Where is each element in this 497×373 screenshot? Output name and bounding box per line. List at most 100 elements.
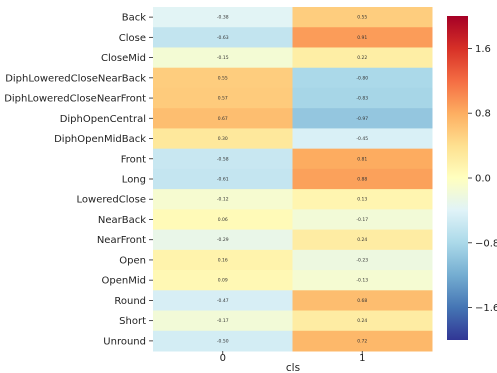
colorbar-tick-label: −0.8 xyxy=(475,238,497,249)
y-tick-label: DiphLoweredCloseNearBack xyxy=(5,73,146,84)
heatmap-cell xyxy=(292,209,433,231)
heatmap-cell xyxy=(153,87,293,109)
y-tick-label: Short xyxy=(119,316,146,327)
y-tick-label: Back xyxy=(122,13,146,24)
heatmap-cell xyxy=(153,108,293,129)
y-tick-label: DiphOpenMidBack xyxy=(54,134,146,145)
heatmap-cell xyxy=(153,27,293,48)
heatmap-cell xyxy=(153,67,293,89)
heatmap-cell xyxy=(153,189,293,210)
cell-value-label: -0.58 xyxy=(217,156,229,162)
heatmap-cell xyxy=(153,229,293,251)
y-tick-label: NearFront xyxy=(97,235,146,246)
y-tick-label: DiphLoweredCloseNearFront xyxy=(4,94,146,105)
y-tick-label: Long xyxy=(122,175,146,186)
cell-value-label: 0.06 xyxy=(218,217,228,223)
heatmap-cell xyxy=(153,168,293,190)
cell-value-label: 0.09 xyxy=(218,278,228,284)
cell-value-label: 0.81 xyxy=(357,156,367,162)
colorbar-tick-label: 1.6 xyxy=(475,44,491,55)
heatmap-cell xyxy=(292,67,433,89)
heatmap-cell xyxy=(153,47,293,69)
cell-value-label: -0.17 xyxy=(217,318,229,324)
cell-value-label: 0.57 xyxy=(218,96,228,102)
y-tick-label: Round xyxy=(114,296,146,307)
cell-value-label: -0.13 xyxy=(356,278,368,284)
heatmap-cell xyxy=(292,108,433,129)
heatmap-cell xyxy=(153,270,293,291)
heatmap-cell xyxy=(292,87,433,109)
y-axis: Back Close CloseMid DiphLoweredCloseNearBac… xyxy=(4,13,153,347)
heatmap-cell xyxy=(292,47,433,69)
cell-value-label: -0.17 xyxy=(356,217,368,223)
heatmap-cell xyxy=(153,209,293,231)
cell-value-label: -0.80 xyxy=(356,75,368,81)
heatmap-cell xyxy=(292,7,433,28)
heatmap-cell xyxy=(153,249,293,271)
cell-value-label: -0.63 xyxy=(217,35,229,41)
heatmap-cell xyxy=(153,128,293,150)
cell-value-label: -0.12 xyxy=(217,197,229,203)
cell-value-label: 0.88 xyxy=(357,177,367,183)
heatmap-cell xyxy=(292,148,433,170)
cell-value-label: 0.72 xyxy=(357,338,367,344)
cell-value-labels: -0.38 0.55 -0.63 0.91 -0.15 0.22 0.55 -0.80 0.57… xyxy=(217,15,368,345)
heatmap-cell xyxy=(153,330,293,352)
cell-value-label: 0.67 xyxy=(218,116,228,122)
cell-value-label: 0.22 xyxy=(357,55,367,61)
cell-value-label: 0.68 xyxy=(357,298,367,304)
colorbar-tick-label: 0.8 xyxy=(475,109,491,120)
cell-value-label: 0.55 xyxy=(357,15,367,21)
heatmap-cell xyxy=(153,148,293,170)
colorbar xyxy=(447,16,468,340)
x-tick-label: 1 xyxy=(359,353,365,364)
cell-value-label: 0.13 xyxy=(357,197,367,203)
x-axis-label: cls xyxy=(286,362,300,373)
cell-value-label: 0.16 xyxy=(218,257,228,263)
cell-value-label: -0.97 xyxy=(356,116,368,122)
cell-value-label: -0.29 xyxy=(217,237,229,243)
y-tick-label: NearBack xyxy=(98,215,146,226)
heatmap-cell xyxy=(292,168,433,190)
y-tick-label: Close xyxy=(119,33,146,44)
y-tick-label: Front xyxy=(121,154,146,165)
colorbar-tick-label: 0.0 xyxy=(475,174,491,185)
cell-value-label: 0.24 xyxy=(357,318,367,324)
heatmap-cell xyxy=(292,27,433,48)
x-tick-label: 0 xyxy=(220,353,226,364)
cell-value-label: -0.23 xyxy=(356,257,368,263)
colorbar-ticks: 1.6 0.8 0.0 −0.8 −1.6 xyxy=(468,44,497,314)
y-tick-label: Unround xyxy=(103,336,146,347)
heatmap-cell xyxy=(153,310,293,332)
y-tick-label: DiphOpenCentral xyxy=(60,114,146,125)
cell-value-label: -0.38 xyxy=(217,15,229,21)
y-tick-label: CloseMid xyxy=(101,53,146,64)
heatmap-cell xyxy=(153,7,293,28)
heatmap-cell xyxy=(292,330,433,352)
y-tick-label: Open xyxy=(119,255,146,266)
cell-value-label: 0.91 xyxy=(357,35,367,41)
cell-value-label: -0.45 xyxy=(356,136,368,142)
heatmap-cell xyxy=(292,310,433,332)
heatmap-cell xyxy=(292,229,433,251)
y-tick-label: LoweredClose xyxy=(77,195,146,206)
heatmap-cell xyxy=(292,128,433,150)
cell-value-label: -0.61 xyxy=(217,177,229,183)
heatmap-cell xyxy=(292,290,433,312)
cell-value-label: -0.83 xyxy=(356,96,368,102)
cell-value-label: 0.55 xyxy=(218,75,228,81)
heatmap-cells xyxy=(153,7,433,352)
heatmap-cell xyxy=(153,290,293,312)
cell-value-label: 0.30 xyxy=(218,136,228,142)
cell-value-label: -0.50 xyxy=(217,338,229,344)
heatmap-cell xyxy=(292,270,433,291)
colorbar-tick-label: −1.6 xyxy=(475,303,497,314)
y-tick-label: OpenMid xyxy=(102,276,146,287)
cell-value-label: 0.24 xyxy=(357,237,367,243)
cell-value-label: -0.47 xyxy=(217,298,229,304)
cell-value-label: -0.15 xyxy=(217,55,229,61)
heatmap-cell xyxy=(292,189,433,210)
heatmap-cell xyxy=(292,249,433,271)
